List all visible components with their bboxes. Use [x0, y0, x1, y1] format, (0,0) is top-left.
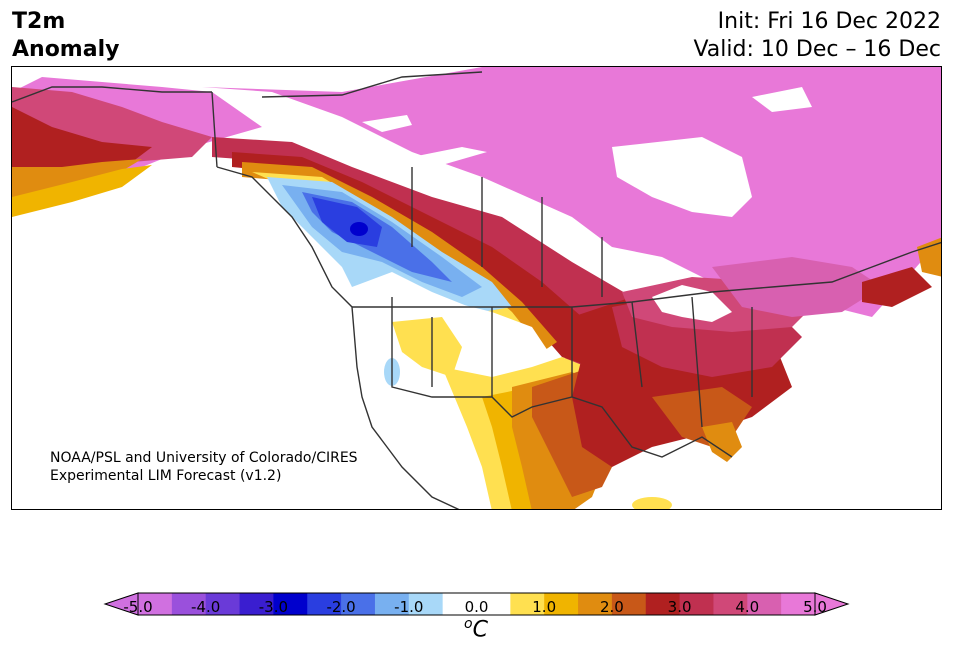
- colorbar-bin: [781, 593, 816, 615]
- colorbar-bin: [747, 593, 782, 615]
- valid-range: Valid: 10 Dec – 16 Dec: [693, 37, 941, 62]
- colorbar-bin: [544, 593, 579, 615]
- colorbar-bin: [307, 593, 342, 615]
- colorbar-tick-label: 2.0: [599, 598, 624, 616]
- colorbar-bin: [171, 593, 207, 615]
- anomaly-map: NOAA/PSL and University of Colorado/CIRE…: [11, 66, 942, 510]
- colorbar-bin: [713, 593, 748, 615]
- colorbar: [103, 592, 850, 616]
- canada-darkred-band: [232, 152, 592, 367]
- colorbar-bin: [645, 593, 681, 615]
- alaska-coast-yellow: [12, 165, 152, 217]
- colorbar-tick-label: 0.0: [464, 598, 489, 616]
- colorbar-tick-label: 3.0: [667, 598, 692, 616]
- colorbar-frame: [137, 592, 816, 616]
- colorbar-bin: [205, 593, 241, 615]
- florida-orange: [702, 422, 742, 462]
- colorbar-bin: [611, 593, 647, 615]
- colorbar-tick-label: -2.0: [326, 598, 356, 616]
- arctic-ice-patch-3: [752, 87, 812, 112]
- alaska-sw-hot: [12, 107, 152, 185]
- colorbar-bin: [408, 593, 444, 615]
- colorbar-bin: [239, 593, 274, 615]
- title-line-variable: T2m: [12, 9, 66, 34]
- colorbar-tick-label: -3.0: [258, 598, 289, 616]
- northeast-pink: [712, 257, 882, 317]
- forecast-dates: Init: Fri 16 Dec 2022 Valid: 10 Dec – 16…: [693, 8, 941, 64]
- colorbar-tick-label: -4.0: [191, 598, 221, 616]
- colorbar-unit: oC: [464, 616, 488, 642]
- unit-celsius: C: [472, 617, 488, 643]
- colorbar-tick-label: 5.0: [803, 598, 827, 616]
- title-line-anomaly: Anomaly: [12, 37, 120, 62]
- colorbar-tick-label: -5.0: [123, 598, 153, 616]
- colorbar-tick-label: 4.0: [735, 598, 760, 616]
- bc-cold-center: [350, 222, 368, 236]
- colorbar-bin: [374, 593, 410, 615]
- colorbar-bin: [476, 593, 511, 615]
- great-basin-yellow: [392, 317, 462, 377]
- colorbar-bin: [510, 593, 545, 615]
- colorbar-bin: [578, 593, 613, 615]
- maritimes-red: [862, 267, 932, 307]
- colorbar-bin: [138, 593, 173, 615]
- map-canvas: [12, 67, 941, 509]
- colorbar-tick-label: -1.0: [394, 598, 424, 616]
- colorbar-bin: [273, 593, 308, 615]
- map-title: T2m Anomaly: [12, 8, 119, 64]
- political-boundaries: [12, 71, 941, 509]
- cuba-yellow-spot: [632, 497, 672, 509]
- unit-degree: o: [464, 616, 473, 632]
- hudson-bay: [612, 137, 752, 217]
- newfoundland-orange: [917, 237, 941, 277]
- credit-line-1: NOAA/PSL and University of Colorado/CIRE…: [50, 450, 358, 466]
- colorbar-bin: [442, 593, 477, 615]
- colorbar-tick-label: 1.0: [532, 598, 557, 616]
- data-credit: NOAA/PSL and University of Colorado/CIRE…: [50, 449, 358, 485]
- colorbar-bin: [341, 593, 376, 615]
- colorbar-bin: [679, 593, 714, 615]
- init-date: Init: Fri 16 Dec 2022: [717, 9, 941, 34]
- arctic-ice-patch-2: [412, 147, 487, 165]
- arctic-ice-patch-1: [362, 115, 412, 132]
- credit-line-2: Experimental LIM Forecast (v1.2): [50, 468, 282, 484]
